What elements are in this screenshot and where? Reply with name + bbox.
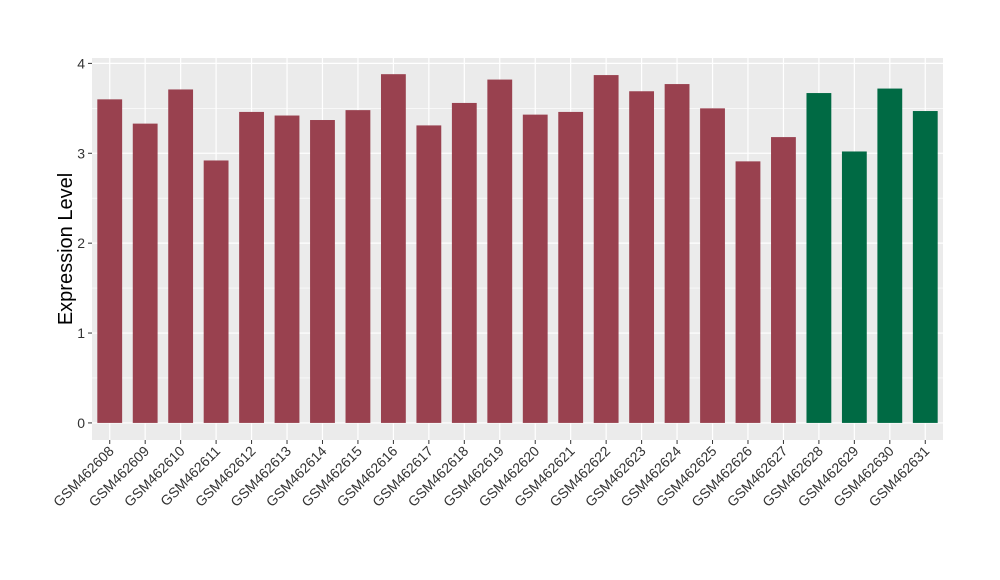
bar	[841, 151, 867, 423]
bar	[558, 111, 584, 423]
y-tick-label: 3	[77, 145, 85, 161]
bar	[806, 93, 832, 423]
bar	[629, 91, 655, 423]
bar	[664, 84, 690, 423]
bar	[274, 115, 300, 423]
bar	[487, 79, 513, 423]
bar	[877, 88, 903, 423]
bar	[700, 108, 725, 423]
bar	[593, 75, 619, 423]
y-tick-label: 1	[77, 325, 85, 341]
bar	[239, 111, 264, 423]
y-tick-label: 4	[77, 55, 85, 71]
y-tick-label: 2	[77, 235, 85, 251]
bar	[451, 102, 477, 423]
bar	[416, 125, 442, 423]
bar	[345, 110, 371, 423]
bar	[735, 161, 761, 423]
bar	[310, 120, 335, 423]
bar	[132, 123, 158, 423]
bar	[522, 114, 548, 423]
y-axis-label: Expression Level	[55, 173, 77, 325]
bar	[380, 74, 406, 423]
y-tick-label: 0	[77, 415, 85, 431]
bar	[912, 111, 938, 423]
bar	[97, 99, 123, 423]
panel-background	[92, 58, 943, 440]
bar	[168, 89, 194, 423]
bar	[771, 137, 796, 423]
bar	[203, 160, 229, 423]
